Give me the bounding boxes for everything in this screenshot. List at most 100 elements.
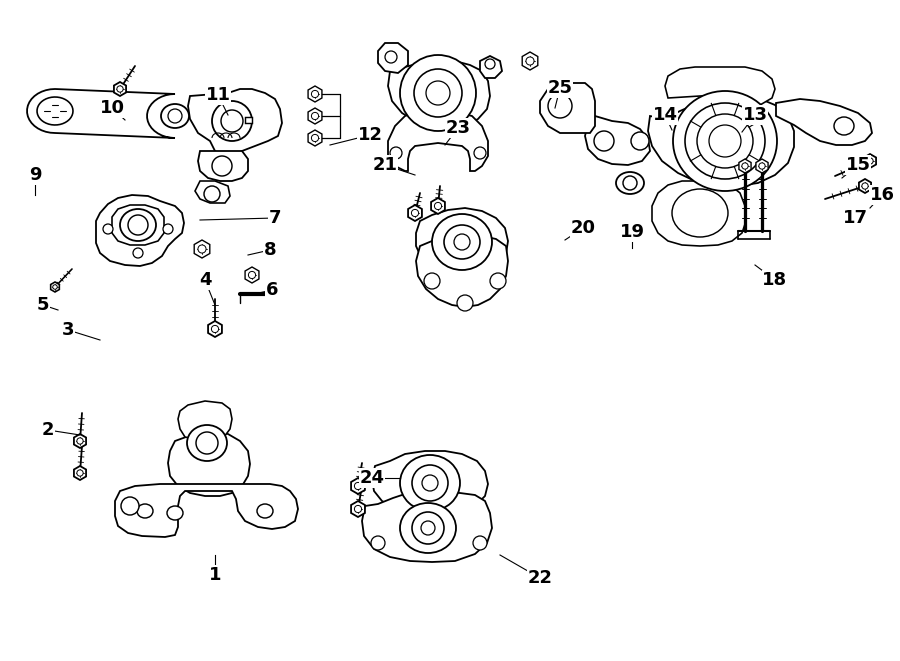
Ellipse shape xyxy=(196,432,218,454)
Polygon shape xyxy=(74,466,86,480)
Ellipse shape xyxy=(198,245,206,253)
Text: 7: 7 xyxy=(269,209,281,227)
Polygon shape xyxy=(114,82,126,96)
Ellipse shape xyxy=(117,86,123,92)
Text: 11: 11 xyxy=(205,86,230,104)
Ellipse shape xyxy=(867,158,873,164)
Ellipse shape xyxy=(412,465,448,501)
Polygon shape xyxy=(37,97,73,125)
Text: 5: 5 xyxy=(37,296,50,314)
Text: 6: 6 xyxy=(266,281,278,299)
Text: 23: 23 xyxy=(446,119,471,137)
Polygon shape xyxy=(74,434,86,448)
Ellipse shape xyxy=(311,134,319,141)
Text: 18: 18 xyxy=(762,271,788,289)
Ellipse shape xyxy=(137,504,153,518)
Polygon shape xyxy=(756,159,768,173)
Polygon shape xyxy=(739,159,752,173)
Ellipse shape xyxy=(834,117,854,135)
Polygon shape xyxy=(540,83,595,133)
Ellipse shape xyxy=(474,147,486,159)
Ellipse shape xyxy=(221,110,243,132)
Ellipse shape xyxy=(421,521,435,535)
Polygon shape xyxy=(351,501,364,517)
Text: 24: 24 xyxy=(359,469,384,487)
Polygon shape xyxy=(408,205,422,221)
Polygon shape xyxy=(388,113,488,171)
Ellipse shape xyxy=(355,506,362,512)
Ellipse shape xyxy=(485,59,495,69)
Ellipse shape xyxy=(311,112,319,120)
Ellipse shape xyxy=(411,210,418,217)
Polygon shape xyxy=(168,431,250,496)
Ellipse shape xyxy=(623,176,637,190)
Polygon shape xyxy=(308,86,322,102)
Polygon shape xyxy=(308,108,322,124)
Polygon shape xyxy=(431,198,445,214)
Ellipse shape xyxy=(204,186,220,202)
Ellipse shape xyxy=(167,506,183,520)
Ellipse shape xyxy=(862,183,868,189)
Polygon shape xyxy=(480,56,502,78)
Polygon shape xyxy=(416,235,508,307)
Ellipse shape xyxy=(400,503,456,553)
Polygon shape xyxy=(198,151,248,181)
Text: 16: 16 xyxy=(869,186,895,204)
Text: 19: 19 xyxy=(619,223,644,241)
Ellipse shape xyxy=(526,57,534,65)
Polygon shape xyxy=(372,451,488,515)
Ellipse shape xyxy=(390,147,402,159)
Ellipse shape xyxy=(400,55,476,131)
Ellipse shape xyxy=(53,285,58,290)
Ellipse shape xyxy=(594,131,614,151)
Polygon shape xyxy=(208,321,222,337)
Ellipse shape xyxy=(432,214,492,270)
Ellipse shape xyxy=(168,109,182,123)
Ellipse shape xyxy=(385,51,397,63)
Polygon shape xyxy=(522,52,538,70)
Ellipse shape xyxy=(355,483,362,490)
Text: 10: 10 xyxy=(100,99,124,117)
Text: 15: 15 xyxy=(845,156,870,174)
Polygon shape xyxy=(96,195,184,266)
Ellipse shape xyxy=(163,224,173,234)
Polygon shape xyxy=(27,89,175,138)
Ellipse shape xyxy=(435,202,442,210)
Ellipse shape xyxy=(412,512,444,544)
Ellipse shape xyxy=(212,325,219,332)
Ellipse shape xyxy=(133,248,143,258)
Polygon shape xyxy=(648,95,794,186)
Ellipse shape xyxy=(257,504,273,518)
Ellipse shape xyxy=(548,94,572,118)
Ellipse shape xyxy=(424,273,440,289)
Ellipse shape xyxy=(120,209,156,241)
Text: 8: 8 xyxy=(264,241,276,259)
Text: 2: 2 xyxy=(41,421,54,439)
Ellipse shape xyxy=(212,156,232,176)
Text: 12: 12 xyxy=(357,126,382,144)
Polygon shape xyxy=(864,154,876,168)
Ellipse shape xyxy=(128,215,148,235)
Ellipse shape xyxy=(457,295,473,311)
Polygon shape xyxy=(194,240,210,258)
Ellipse shape xyxy=(121,497,139,515)
Ellipse shape xyxy=(673,91,777,191)
Ellipse shape xyxy=(371,536,385,550)
Polygon shape xyxy=(308,130,322,146)
Ellipse shape xyxy=(473,536,487,550)
Text: 14: 14 xyxy=(652,106,678,124)
Polygon shape xyxy=(351,478,364,494)
Ellipse shape xyxy=(212,101,252,141)
Ellipse shape xyxy=(444,225,480,259)
Polygon shape xyxy=(378,43,408,73)
Polygon shape xyxy=(188,89,282,156)
Ellipse shape xyxy=(187,425,227,461)
Polygon shape xyxy=(50,282,59,292)
Ellipse shape xyxy=(490,273,506,289)
Ellipse shape xyxy=(616,172,644,194)
Polygon shape xyxy=(665,67,775,105)
Ellipse shape xyxy=(103,224,113,234)
Ellipse shape xyxy=(685,103,765,179)
Ellipse shape xyxy=(454,234,470,250)
Polygon shape xyxy=(652,181,746,246)
